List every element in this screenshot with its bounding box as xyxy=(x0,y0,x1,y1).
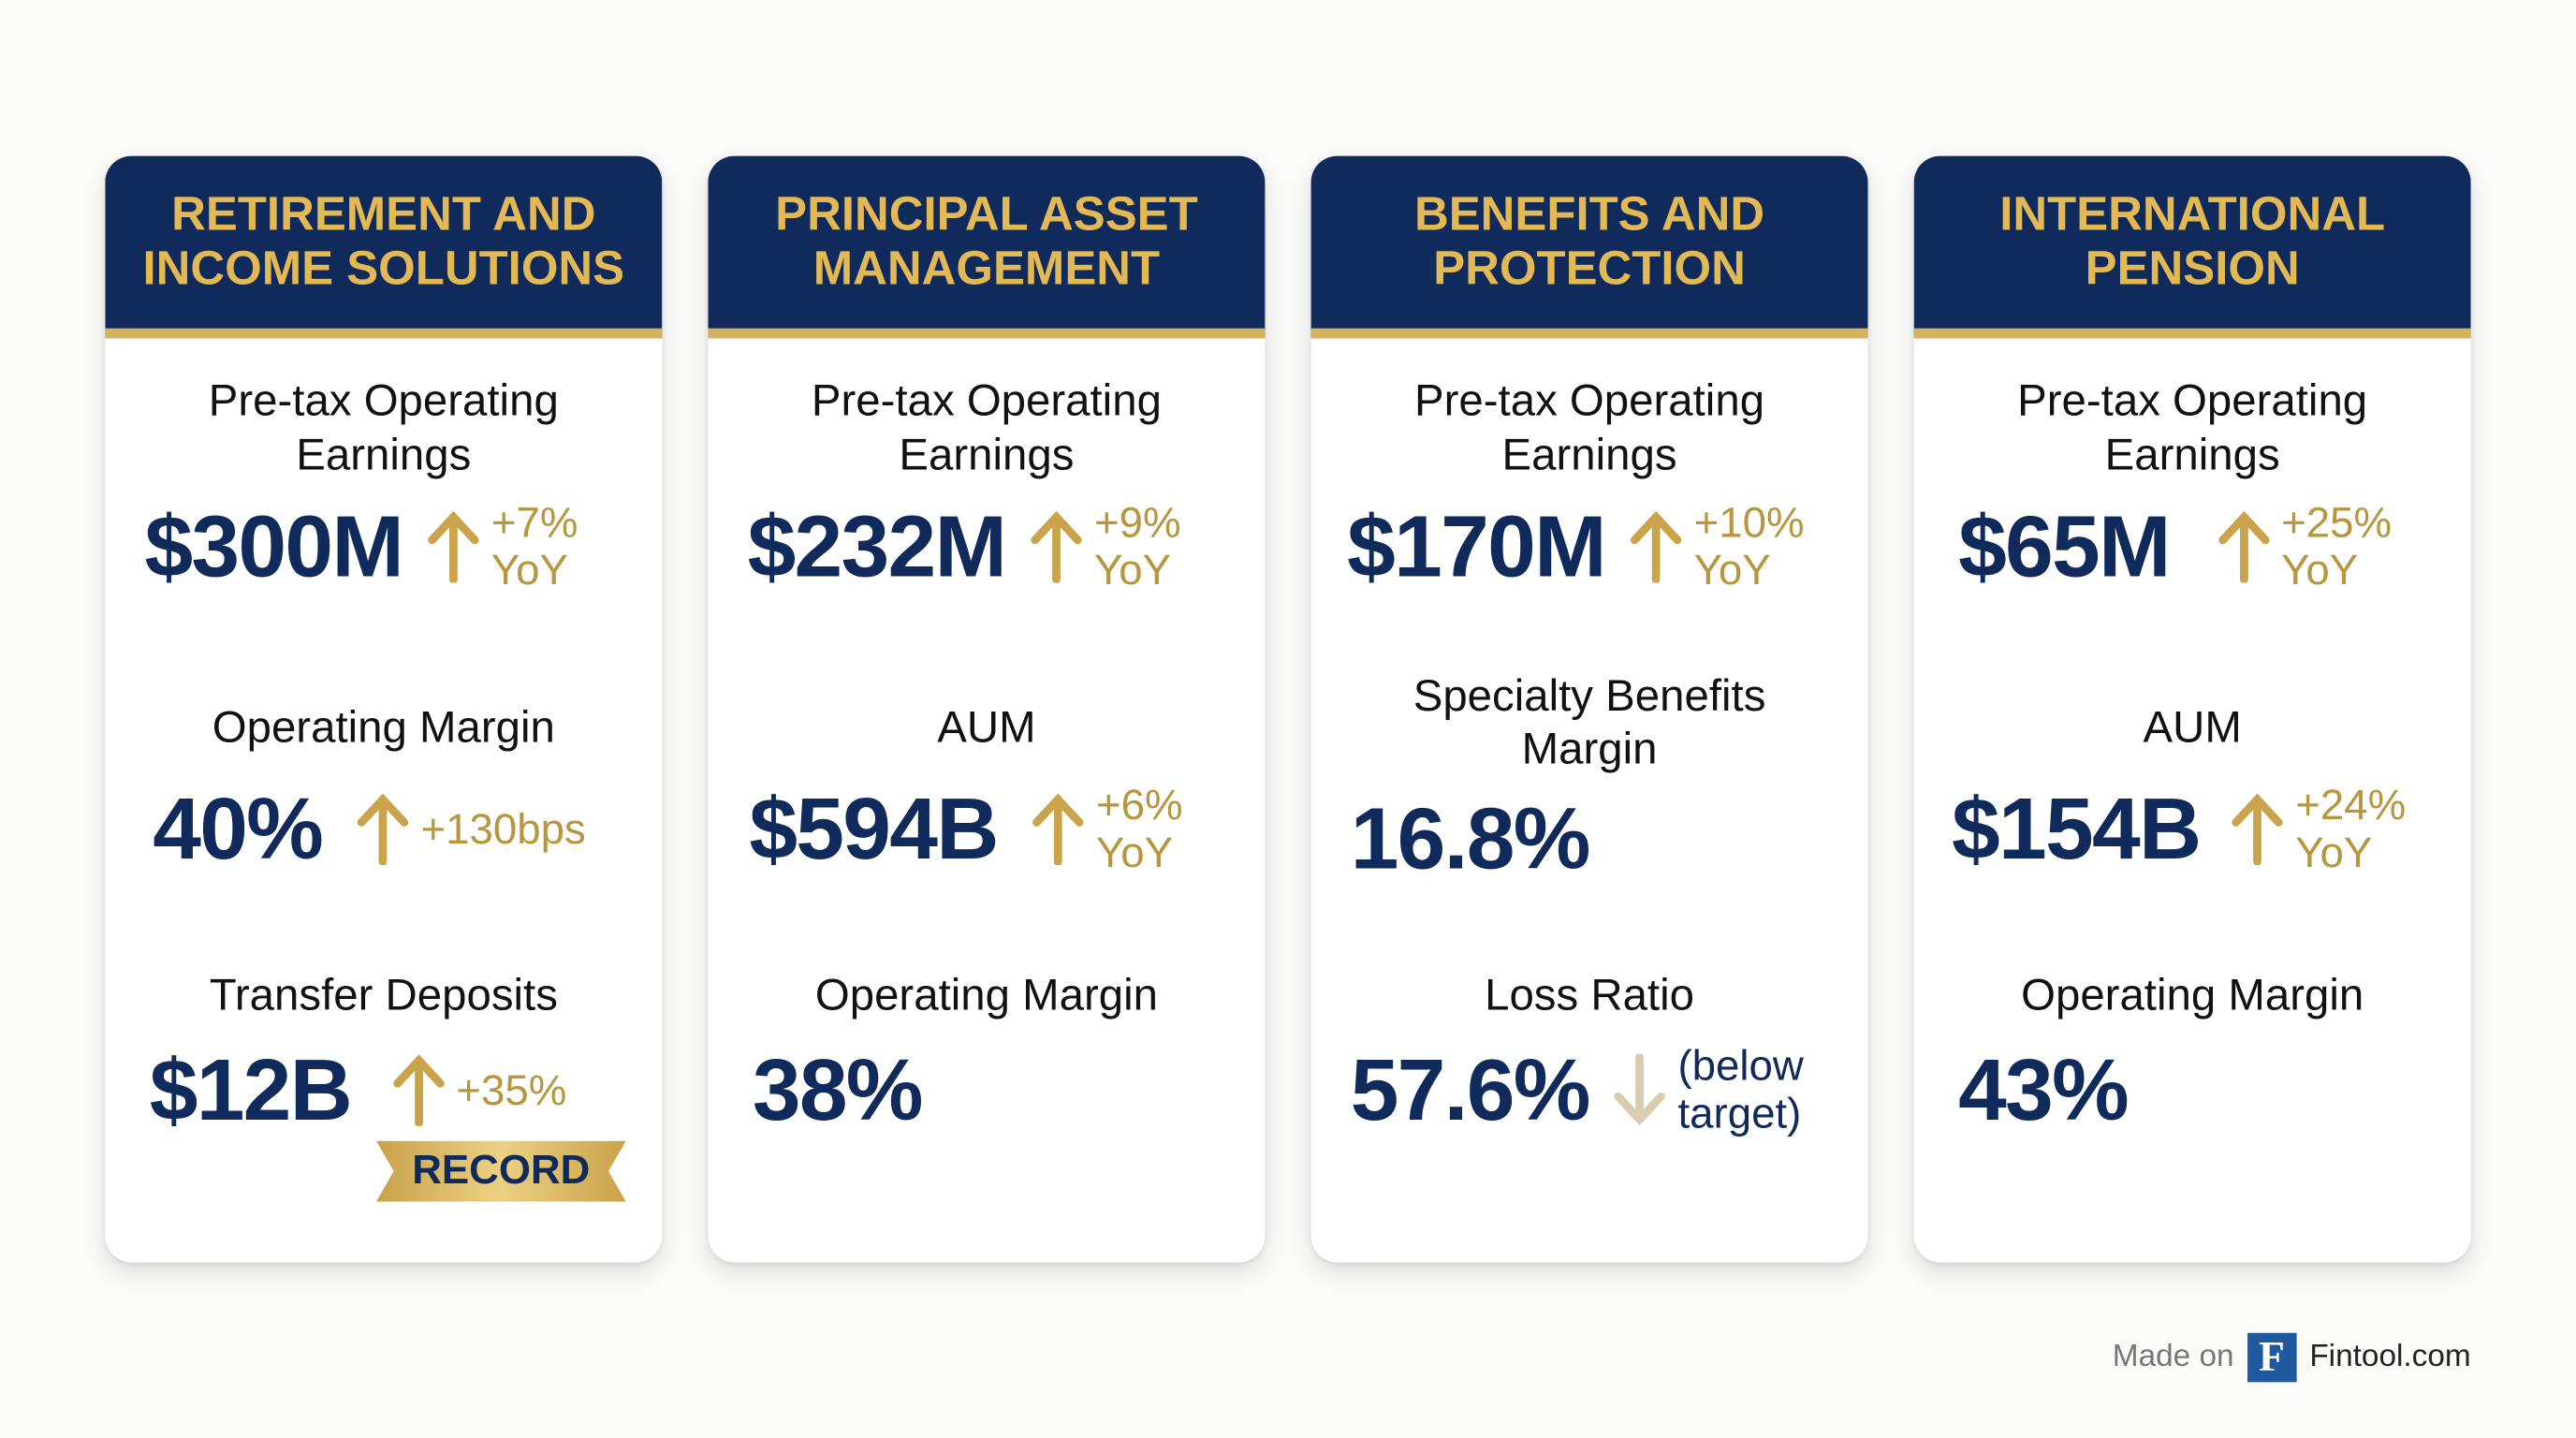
metric-value-row: 38% xyxy=(753,1041,1249,1139)
delta-period: YoY xyxy=(1095,827,1174,877)
metric-delta: +24% YoY xyxy=(2295,779,2407,877)
metric-value-row: 40% +130bps xyxy=(153,780,646,878)
metric-value: 40% xyxy=(153,780,324,878)
footer-attribution[interactable]: Made on F Fintool.com xyxy=(2112,1332,2471,1383)
note-line: target) xyxy=(1677,1088,1802,1138)
record-badge: RECORD xyxy=(375,1140,626,1202)
metric-value: $170M xyxy=(1347,498,1606,595)
metric-label: Transfer Deposits xyxy=(209,970,558,1020)
metric-delta: +130bps xyxy=(420,803,586,853)
metric-value: $232M xyxy=(747,498,1007,595)
delta-period: YoY xyxy=(490,545,568,594)
metric-value: $594B xyxy=(749,780,999,878)
metric-delta: +7% YoY xyxy=(490,497,578,594)
metric-label: Pre-tax Operating Earnings xyxy=(811,375,1162,479)
arrow-up-icon xyxy=(392,1054,445,1126)
fintool-logo-icon: F xyxy=(2247,1332,2297,1383)
metric-delta: +9% YoY xyxy=(1094,497,1181,594)
arrow-up-icon xyxy=(428,510,479,583)
arrow-down-icon xyxy=(1614,1053,1666,1126)
card-title: RETIREMENT AND INCOME SOLUTIONS xyxy=(105,155,663,339)
metric-note: (below target) xyxy=(1677,1042,1803,1137)
delta-value: +7% xyxy=(490,497,578,547)
metric-value-row: $170M +10% YoY xyxy=(1347,497,1852,595)
metric-value: $300M xyxy=(144,498,403,595)
metric-value: 16.8% xyxy=(1350,790,1591,888)
metric-label: Pre-tax Operating Earnings xyxy=(1414,375,1765,479)
metric-label: Operating Margin xyxy=(2021,970,2364,1020)
delta-value: +10% xyxy=(1693,497,1805,547)
delta-period: YoY xyxy=(1693,545,1771,594)
metric-value-row: $154B +24% YoY xyxy=(1952,780,2454,878)
metric-label: Specialty Benefits Margin xyxy=(1412,671,1766,773)
card-international-pension: INTERNATIONAL PENSION Pre-tax Operating … xyxy=(1913,155,2471,1263)
arrow-up-icon xyxy=(2217,510,2269,583)
metric-value-row: 57.6% (below target) xyxy=(1351,1041,1852,1139)
delta-period: YoY xyxy=(2295,827,2373,877)
metric-label: Operating Margin xyxy=(212,702,555,753)
card-title: INTERNATIONAL PENSION xyxy=(1913,155,2471,339)
metric-label: AUM xyxy=(2143,702,2242,753)
delta-period: YoY xyxy=(2281,545,2359,594)
delta-period: YoY xyxy=(1094,545,1172,594)
metric-label: Pre-tax Operating Earnings xyxy=(208,375,559,479)
metric-delta: +10% YoY xyxy=(1693,497,1805,594)
card-title: BENEFITS AND PROTECTION xyxy=(1310,155,1868,339)
metric-value-row: $594B +6% YoY xyxy=(749,780,1249,878)
metric-value: 43% xyxy=(1958,1041,2130,1138)
arrow-up-icon xyxy=(1032,793,1084,866)
metric-value: $12B xyxy=(149,1041,353,1138)
made-on-text: Made on xyxy=(2112,1339,2234,1374)
metric-label: Operating Margin xyxy=(814,970,1158,1020)
metric-value: 38% xyxy=(752,1041,924,1138)
arrow-up-icon xyxy=(357,793,409,866)
metric-value-row: $300M +7% YoY xyxy=(144,497,645,595)
metric-label: Pre-tax Operating Earnings xyxy=(2017,375,2368,479)
metric-value: $154B xyxy=(1952,780,2202,878)
metric-value-row: $65M +25% YoY xyxy=(1958,497,2454,595)
card-benefits-protection: BENEFITS AND PROTECTION Pre-tax Operatin… xyxy=(1310,155,1868,1263)
brand-link[interactable]: Fintool.com xyxy=(2309,1339,2471,1374)
delta-value: +24% xyxy=(2295,779,2407,829)
delta-value: +25% xyxy=(2281,497,2393,547)
metric-value-row: 16.8% xyxy=(1351,789,1852,888)
metric-label: Loss Ratio xyxy=(1485,970,1695,1020)
card-retirement-income: RETIREMENT AND INCOME SOLUTIONS Pre-tax … xyxy=(105,155,663,1263)
metric-delta: +6% YoY xyxy=(1095,779,1183,877)
metric-value: 57.6% xyxy=(1350,1041,1591,1138)
arrow-up-icon xyxy=(1031,510,1082,583)
delta-value: +6% xyxy=(1095,779,1183,829)
metric-value-row: 43% xyxy=(1958,1041,2454,1139)
metric-delta: +35% xyxy=(456,1064,567,1114)
card-principal-asset-management: PRINCIPAL ASSET MANAGEMENT Pre-tax Opera… xyxy=(708,155,1266,1263)
metric-label: AUM xyxy=(937,702,1036,753)
card-title: PRINCIPAL ASSET MANAGEMENT xyxy=(708,155,1266,339)
note-line: (below xyxy=(1677,1040,1804,1091)
metric-value: $65M xyxy=(1958,498,2171,595)
arrow-up-icon xyxy=(1631,510,1682,583)
metric-value-row: $232M +9% YoY xyxy=(748,497,1249,595)
delta-value: +9% xyxy=(1094,497,1181,547)
metric-value-row: $12B +35% xyxy=(150,1041,646,1139)
arrow-up-icon xyxy=(2232,793,2284,866)
metric-delta: +25% YoY xyxy=(2281,497,2393,594)
